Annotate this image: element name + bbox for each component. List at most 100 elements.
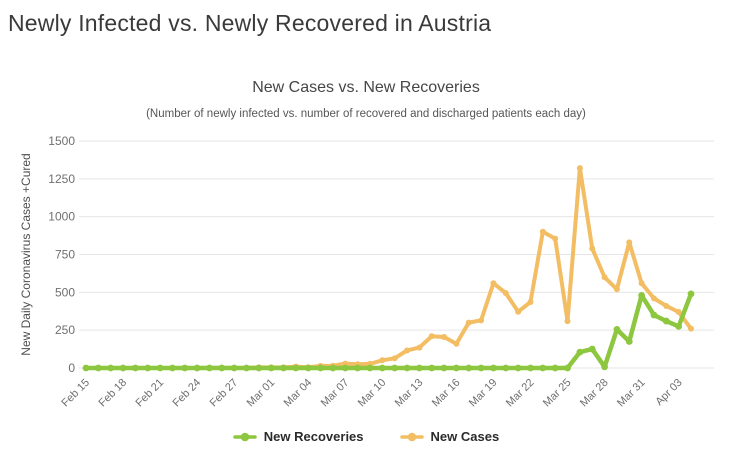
data-point[interactable]	[415, 364, 423, 372]
data-point[interactable]	[650, 311, 658, 319]
data-point[interactable]	[181, 364, 189, 372]
data-point[interactable]	[317, 364, 324, 372]
data-point[interactable]	[502, 290, 509, 297]
legend-label-new-cases: New Cases	[430, 429, 500, 444]
data-point[interactable]	[156, 364, 164, 372]
data-point[interactable]	[379, 357, 386, 364]
data-point[interactable]	[428, 333, 435, 340]
data-point[interactable]	[589, 245, 596, 252]
data-point[interactable]	[490, 280, 497, 287]
data-point[interactable]	[539, 364, 547, 372]
data-point[interactable]	[304, 364, 312, 372]
x-tick-label: Mar 28	[578, 377, 611, 410]
data-point[interactable]	[428, 364, 436, 372]
x-tick-label: Mar 31	[615, 377, 648, 410]
data-point[interactable]	[552, 235, 559, 242]
data-point[interactable]	[638, 280, 645, 287]
data-point[interactable]	[601, 363, 608, 371]
data-point[interactable]	[391, 364, 399, 372]
data-point[interactable]	[193, 364, 201, 372]
data-point[interactable]	[230, 364, 238, 372]
data-point[interactable]	[576, 348, 584, 356]
data-point[interactable]	[638, 291, 646, 299]
x-tick-label: Feb 27	[208, 377, 241, 410]
legend: New Recoveries New Cases	[0, 429, 732, 444]
y-tick-label: 750	[55, 248, 75, 262]
data-point[interactable]	[675, 322, 683, 330]
data-point[interactable]	[453, 364, 460, 372]
data-point[interactable]	[391, 355, 398, 362]
data-point[interactable]	[119, 364, 127, 372]
data-point[interactable]	[82, 364, 90, 372]
data-point[interactable]	[576, 165, 583, 172]
data-point[interactable]	[341, 364, 349, 372]
data-point[interactable]	[477, 364, 485, 372]
data-point[interactable]	[478, 317, 485, 324]
data-point[interactable]	[539, 228, 546, 235]
data-point[interactable]	[625, 338, 633, 345]
data-point[interactable]	[527, 299, 534, 306]
data-point[interactable]	[403, 364, 411, 372]
data-point[interactable]	[588, 345, 596, 353]
data-point[interactable]	[490, 364, 497, 372]
data-point[interactable]	[515, 308, 522, 315]
data-point[interactable]	[131, 364, 139, 372]
data-point[interactable]	[267, 364, 275, 372]
data-point[interactable]	[688, 325, 694, 332]
data-point[interactable]	[292, 364, 300, 372]
x-tick-label: Mar 10	[356, 377, 389, 410]
data-point[interactable]	[329, 364, 337, 372]
data-point[interactable]	[564, 318, 571, 325]
x-tick-label: Mar 01	[245, 377, 278, 410]
data-point[interactable]	[255, 364, 263, 372]
legend-item-new-cases[interactable]: New Cases	[399, 429, 500, 444]
data-point[interactable]	[243, 364, 250, 372]
y-tick-label: 0	[68, 361, 75, 375]
x-tick-label: Mar 22	[504, 377, 537, 410]
data-point[interactable]	[564, 364, 571, 372]
legend-item-new-recoveries[interactable]: New Recoveries	[233, 429, 364, 444]
data-point[interactable]	[354, 364, 362, 372]
chart-subtitle: (Number of newly infected vs. number of …	[146, 108, 586, 120]
data-point[interactable]	[601, 274, 608, 281]
data-point[interactable]	[626, 239, 633, 246]
data-point[interactable]	[465, 364, 473, 372]
data-point[interactable]	[416, 344, 423, 351]
new-cases-series-line[interactable]	[84, 166, 693, 370]
data-point[interactable]	[502, 364, 510, 372]
data-point[interactable]	[404, 347, 411, 354]
data-point[interactable]	[144, 364, 152, 372]
data-point[interactable]	[514, 364, 522, 372]
data-point[interactable]	[663, 302, 670, 309]
data-point[interactable]	[107, 364, 115, 372]
data-point[interactable]	[366, 364, 374, 372]
data-point[interactable]	[218, 364, 226, 372]
page-title: Newly Infected vs. Newly Recovered in Au…	[8, 10, 492, 36]
data-point[interactable]	[378, 364, 386, 372]
y-tick-label: 1000	[48, 210, 75, 224]
plot-area[interactable]: 0 250 500 750 1000 1250 1500 New Daily Coronavi…	[0, 130, 732, 430]
new-recoveries-series-line[interactable]	[83, 291, 694, 371]
data-point[interactable]	[551, 364, 559, 372]
new-recoveries-series[interactable]	[82, 290, 695, 372]
x-tick-label: Apr 03	[653, 377, 684, 408]
data-point[interactable]	[662, 317, 670, 325]
data-point[interactable]	[465, 319, 472, 326]
data-point[interactable]	[206, 364, 213, 372]
data-point[interactable]	[453, 340, 460, 347]
new-cases-series[interactable]	[83, 165, 694, 371]
data-point[interactable]	[441, 333, 448, 340]
data-point[interactable]	[280, 364, 287, 372]
data-point[interactable]	[613, 286, 620, 293]
data-point[interactable]	[527, 364, 534, 372]
data-point[interactable]	[169, 364, 176, 372]
data-point[interactable]	[94, 364, 102, 372]
x-tick-label: Feb 18	[96, 377, 129, 410]
data-point[interactable]	[440, 364, 448, 372]
data-point[interactable]	[613, 326, 621, 333]
data-point[interactable]	[650, 295, 657, 302]
y-tick-label: 1250	[48, 172, 75, 186]
data-point[interactable]	[675, 309, 682, 316]
recoveries-line-marker-icon	[233, 432, 257, 441]
data-point[interactable]	[687, 290, 695, 298]
